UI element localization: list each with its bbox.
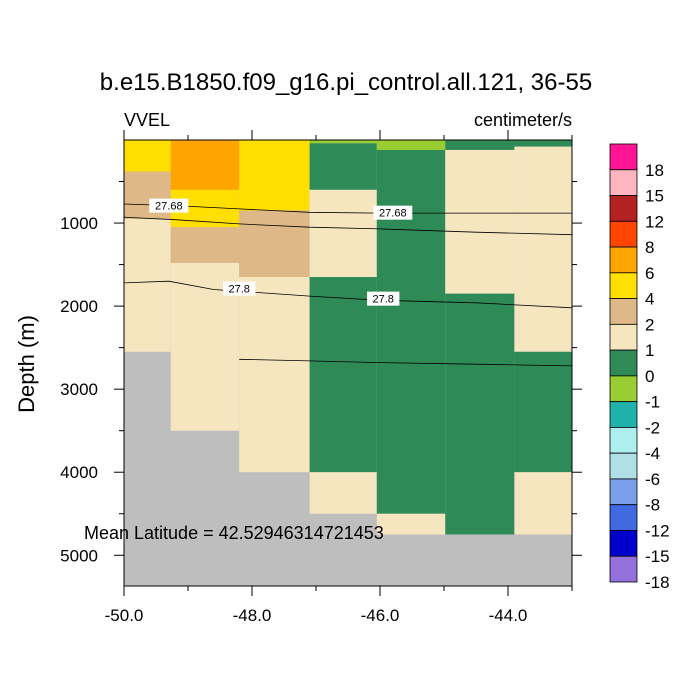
contour-line — [123, 216, 573, 236]
colorbar-swatch — [609, 452, 638, 480]
contour-label: 27.8 — [228, 284, 249, 296]
colorbar-swatch — [609, 375, 638, 403]
x-tick-label: -48.0 — [233, 606, 272, 625]
colorbar-label: -12 — [645, 521, 670, 540]
colorbar-label: 12 — [645, 212, 664, 231]
colorbar-swatch — [609, 555, 638, 583]
heatmap-cell — [376, 140, 446, 150]
colorbar-label: -4 — [645, 444, 660, 463]
contour-lines: 27.68 27.68 27.8 27.8 — [123, 198, 573, 367]
colorbar-swatch — [609, 195, 638, 222]
colorbar-swatch — [609, 401, 638, 428]
colorbar-label: -15 — [645, 547, 670, 566]
heatmap-cell — [309, 277, 377, 473]
heatmap-cell — [514, 140, 572, 147]
contour-line — [239, 358, 573, 367]
heatmap-cell — [514, 146, 572, 352]
heatmap-cell — [376, 513, 446, 535]
heatmap-cell — [445, 293, 515, 535]
heatmap-cell — [445, 149, 515, 294]
y-tick-label: 5000 — [60, 546, 98, 565]
colorbar-swatch — [609, 246, 638, 274]
heatmap-cell — [514, 351, 572, 473]
heatmap-cell — [124, 218, 171, 352]
colorbar-label: 15 — [645, 187, 664, 206]
heatmap-cell — [170, 227, 240, 263]
colorbar-label: -2 — [645, 418, 660, 437]
colorbar-label: -1 — [645, 393, 660, 412]
colorbar-swatch — [609, 478, 638, 506]
colorbar-label: -8 — [645, 496, 660, 515]
colorbar-swatch — [609, 504, 638, 531]
heatmap-cell — [239, 277, 310, 473]
colorbar-swatch — [609, 323, 638, 351]
x-tick-label: -50.0 — [105, 606, 144, 625]
contour-label-bg — [149, 198, 189, 213]
colorbar-swatch — [609, 349, 638, 377]
y-tick-label: 3000 — [60, 380, 98, 399]
contour-label-bg — [373, 205, 413, 220]
colorbar-label: -6 — [645, 470, 660, 489]
heatmap-cell — [239, 140, 310, 211]
heatmap-cell — [239, 210, 310, 278]
mean-latitude-annotation: Mean Latitude = 42.52946314721453 — [84, 523, 384, 543]
colorbar-swatch — [609, 298, 638, 325]
colorbar-swatch — [609, 427, 638, 454]
colorbar-label: 1 — [645, 341, 654, 360]
x-axis: -50.0 -48.0 -46.0 -44.0 — [105, 130, 573, 625]
contour-label: 27.8 — [372, 294, 393, 306]
heatmap-cells — [124, 140, 572, 586]
heatmap-cell — [514, 472, 572, 535]
units-label: centimeter/s — [474, 110, 572, 130]
colorbar-label: 8 — [645, 238, 654, 257]
y-axis: 1000 2000 3000 4000 5000 — [60, 181, 582, 565]
x-tick-label: -44.0 — [489, 606, 528, 625]
chart-title: b.e15.B1850.f09_g16.pi_control.all.121, … — [100, 69, 592, 96]
colorbar-label: 4 — [645, 290, 654, 309]
variable-label: VVEL — [124, 110, 170, 130]
heatmap-cell — [309, 143, 377, 190]
y-tick-label: 1000 — [60, 214, 98, 233]
colorbar: 18 15 12 8 6 4 2 1 0 -1 -2 -4 -6 -8 -12 -15 -18 — [609, 143, 670, 592]
colorbar-swatch — [609, 220, 638, 248]
x-tick-label: -46.0 — [361, 606, 400, 625]
colorbar-label: 2 — [645, 315, 654, 334]
colorbar-label: 6 — [645, 264, 654, 283]
colorbar-swatch — [609, 530, 638, 557]
colorbar-label: 0 — [645, 367, 654, 386]
heatmap-cell — [309, 189, 377, 278]
y-axis-title: Depth (m) — [14, 315, 39, 413]
plot-frame — [123, 139, 573, 587]
heatmap-cell — [445, 140, 515, 150]
heatmap-cell — [309, 472, 377, 514]
contour-label: 27.68 — [379, 208, 407, 220]
heatmap-cell — [376, 149, 446, 514]
colorbar-swatch — [609, 272, 638, 299]
colorbar-swatch — [609, 169, 638, 196]
colorbar-label: 18 — [645, 161, 664, 180]
colorbar-label: -18 — [645, 573, 670, 592]
heatmap-cell — [124, 140, 171, 172]
contour-label: 27.68 — [155, 201, 183, 213]
heatmap-cell — [170, 140, 240, 190]
contour-label-bg — [223, 281, 256, 296]
contour-line — [123, 280, 573, 309]
contour-label-bg — [367, 291, 400, 306]
heatmap-cell — [309, 140, 377, 144]
y-tick-label: 2000 — [60, 297, 98, 316]
colorbar-swatch — [609, 143, 638, 171]
y-tick-label: 4000 — [60, 463, 98, 482]
